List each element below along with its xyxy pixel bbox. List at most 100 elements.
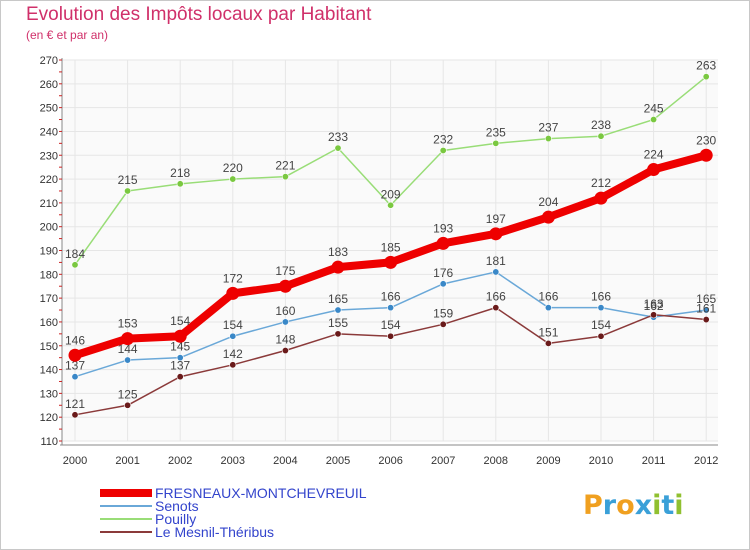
data-label: 235: [486, 125, 506, 139]
data-label: 232: [433, 132, 453, 146]
x-tick-label: 2006: [378, 455, 402, 467]
data-label: 238: [591, 118, 611, 132]
y-tick-label: 220: [40, 174, 58, 186]
data-point: [124, 187, 132, 195]
data-label: 166: [381, 290, 401, 304]
y-tick-label: 170: [40, 293, 58, 305]
legend-swatch: [100, 505, 152, 507]
data-point: [597, 132, 605, 140]
y-tick-label: 200: [40, 222, 58, 234]
data-label: 181: [486, 254, 506, 268]
data-point: [387, 332, 395, 340]
x-tick-label: 2005: [326, 455, 350, 467]
data-label: 142: [223, 347, 243, 361]
data-point: [334, 330, 342, 338]
legend-label: Pouilly: [155, 511, 197, 527]
data-point: [702, 306, 710, 314]
legend-swatch: [100, 489, 152, 497]
chart-title: Evolution des Impôts locaux par Habitant: [26, 4, 372, 25]
data-label: 161: [696, 302, 716, 316]
legend-swatch: [100, 518, 152, 520]
data-label: 125: [118, 387, 138, 401]
data-label: 175: [275, 264, 295, 278]
data-point: [124, 401, 132, 409]
data-point: [384, 255, 398, 269]
legend-label: FRESNEAUX-MONTCHEVREUIL: [155, 485, 367, 501]
data-point: [229, 175, 237, 183]
data-label: 215: [118, 173, 138, 187]
data-label: 154: [170, 314, 190, 328]
data-label: 154: [591, 318, 611, 332]
y-tick-label: 250: [40, 103, 58, 115]
y-tick-label: 230: [40, 150, 58, 162]
legend-swatch: [100, 531, 152, 533]
data-point: [387, 304, 395, 312]
data-point: [544, 304, 552, 312]
data-point: [124, 356, 132, 364]
data-point: [121, 332, 135, 346]
data-point: [544, 339, 552, 347]
data-label: 165: [328, 292, 348, 306]
data-point: [281, 318, 289, 326]
x-tick-label: 2008: [484, 455, 508, 467]
data-label: 237: [538, 121, 558, 135]
data-point: [492, 139, 500, 147]
data-label: 209: [381, 187, 401, 201]
y-tick-label: 150: [40, 341, 58, 353]
data-point: [597, 304, 605, 312]
data-label: 151: [538, 325, 558, 339]
x-tick-label: 2007: [431, 455, 455, 467]
data-point: [647, 163, 661, 177]
data-label: 233: [328, 130, 348, 144]
data-label: 154: [223, 318, 243, 332]
data-label: 166: [591, 290, 611, 304]
data-label: 144: [118, 342, 138, 356]
data-point: [229, 361, 237, 369]
logo-letter: t: [661, 490, 675, 521]
data-point: [71, 373, 79, 381]
data-label: 184: [65, 247, 85, 261]
data-point: [334, 144, 342, 152]
data-label: 166: [538, 290, 558, 304]
x-tick-label: 2011: [642, 455, 666, 467]
data-point: [541, 210, 555, 224]
data-label: 263: [696, 59, 716, 73]
data-point: [278, 279, 292, 293]
data-label: 224: [644, 148, 664, 162]
data-label: 172: [223, 271, 243, 285]
chart-subtitle: (en € et par an): [26, 28, 109, 42]
data-label: 163: [644, 297, 664, 311]
data-point: [281, 347, 289, 355]
logo-letter: i: [674, 490, 684, 521]
y-tick-label: 140: [40, 365, 58, 377]
data-label: 162: [644, 299, 664, 313]
data-label: 220: [223, 161, 243, 175]
data-point: [281, 173, 289, 181]
data-label: 155: [328, 316, 348, 330]
data-label: 154: [381, 318, 401, 332]
logo-letter: i: [652, 490, 662, 521]
y-tick-label: 270: [40, 55, 58, 67]
data-point: [226, 286, 240, 300]
data-point: [650, 116, 658, 124]
data-point: [173, 329, 187, 343]
logo-letter: r: [602, 490, 617, 521]
y-tick-label: 110: [40, 436, 58, 448]
data-point: [439, 146, 447, 154]
data-label: 137: [65, 359, 85, 373]
data-point: [702, 316, 710, 324]
x-tick-label: 2012: [694, 455, 718, 467]
data-label: 137: [170, 359, 190, 373]
proxiti-logo: Proxiti: [583, 490, 684, 521]
data-point: [492, 268, 500, 276]
logo-letter: o: [616, 490, 635, 521]
data-label: 218: [170, 166, 190, 180]
data-label: 221: [275, 159, 295, 173]
data-point: [176, 180, 184, 188]
data-point: [436, 236, 450, 250]
y-tick-label: 130: [40, 388, 58, 400]
x-tick-label: 2010: [589, 455, 613, 467]
legend-label: Le Mesnil-Théribus: [155, 524, 275, 540]
data-point: [544, 135, 552, 143]
